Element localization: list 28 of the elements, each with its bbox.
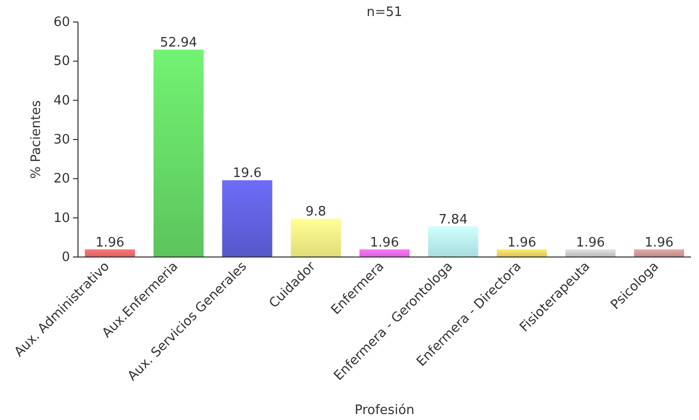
y-tick-label: 30	[53, 132, 70, 148]
bar	[496, 249, 547, 257]
data-label: 19.6	[232, 166, 262, 182]
bar	[428, 226, 478, 257]
y-axis-title: % Pacientes	[29, 100, 44, 179]
y-tick-label: 10	[53, 210, 70, 226]
y-tick-label: 40	[53, 93, 70, 108]
y-tick-label: 0	[62, 250, 70, 265]
data-label: 1.96	[507, 235, 536, 250]
bar	[222, 180, 272, 257]
bar	[359, 249, 410, 257]
bar	[84, 249, 135, 257]
data-label: 52.94	[160, 36, 198, 51]
bar	[290, 218, 341, 257]
data-label: 9.8	[306, 204, 326, 220]
chart-title: n=51	[366, 5, 402, 20]
bar	[634, 249, 684, 257]
data-label: 7.84	[438, 212, 468, 228]
data-label: 1.96	[644, 235, 674, 250]
y-tick-label: 50	[53, 54, 70, 70]
bar	[154, 50, 204, 257]
bar	[565, 249, 616, 257]
data-label: 1.96	[370, 235, 399, 250]
data-label: 1.96	[95, 235, 124, 250]
x-axis-title: Profesión	[354, 403, 414, 418]
y-tick-label: 60	[53, 15, 70, 30]
data-label: 1.96	[576, 235, 605, 250]
y-tick-label: 20	[53, 172, 70, 187]
